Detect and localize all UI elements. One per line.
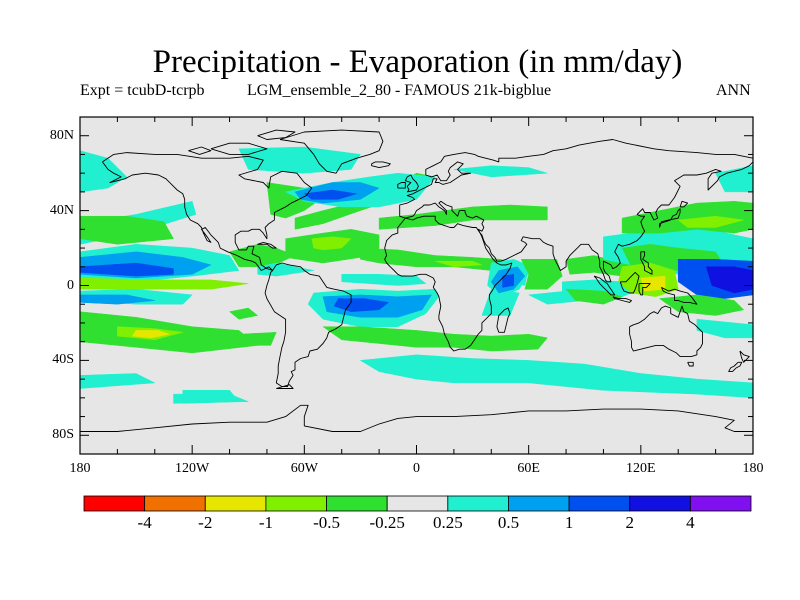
pe-region-42 xyxy=(502,274,514,288)
lon-label: 180 xyxy=(742,461,764,476)
colorbar-label: -0.25 xyxy=(369,513,405,532)
pe-region-2 xyxy=(80,215,174,245)
pe-region-32 xyxy=(322,326,548,352)
coastline-11 xyxy=(679,200,689,208)
colorbar-swatch-4 xyxy=(326,495,388,512)
coastline-17 xyxy=(629,305,703,358)
pe-region-6 xyxy=(80,277,249,290)
colorbar xyxy=(83,495,752,512)
coastline-22 xyxy=(80,404,753,432)
colorbar-label: 1 xyxy=(564,513,574,532)
colorbar-swatch-0 xyxy=(83,495,146,512)
coastline-14 xyxy=(619,271,640,294)
pe-region-36 xyxy=(182,390,240,404)
coastline-7 xyxy=(496,307,511,333)
colorbar-swatch-6 xyxy=(447,495,509,512)
coastline-6 xyxy=(384,215,513,352)
pe-region-14 xyxy=(238,146,361,174)
pe-region-33 xyxy=(238,332,277,346)
colorbar-label: -4 xyxy=(137,513,152,532)
lon-label: 180 xyxy=(69,461,91,476)
lon-label: 0 xyxy=(413,461,420,476)
coastline-1 xyxy=(264,262,352,388)
pe-region-43 xyxy=(520,259,563,290)
coastline-20 xyxy=(728,361,743,373)
colorbar-label: 0.25 xyxy=(432,513,463,532)
colorbar-label: -1 xyxy=(258,513,273,532)
pe-region-12 xyxy=(80,373,156,389)
lon-label: 120E xyxy=(626,461,656,476)
coastline-13 xyxy=(612,296,632,303)
lon-label: 60W xyxy=(290,461,318,476)
pe-region-31 xyxy=(333,298,389,312)
pe-region-57 xyxy=(696,318,753,339)
coastline-16 xyxy=(660,286,698,305)
coastline-21 xyxy=(640,251,653,275)
colorbar-swatch-8 xyxy=(568,495,631,512)
pe-region-23 xyxy=(311,236,352,251)
figure-title: Precipitation - Evaporation (in mm/day) xyxy=(152,44,683,80)
coastline-27 xyxy=(188,146,212,155)
coastline-0 xyxy=(102,152,313,271)
pe-region-49 xyxy=(715,165,753,193)
lat-label: 80S xyxy=(52,427,74,443)
coastline-8 xyxy=(404,174,419,193)
pe-region-25 xyxy=(257,262,314,277)
colorbar-swatch-3 xyxy=(265,495,327,512)
lat-label: 0 xyxy=(67,277,74,293)
coastline-15 xyxy=(638,283,651,296)
coastline-10 xyxy=(659,208,681,228)
pe-region-20 xyxy=(453,165,548,178)
pe-region-34 xyxy=(229,307,258,320)
coastline-26 xyxy=(257,129,296,140)
coastline-12 xyxy=(593,275,616,296)
colorbar-swatch-1 xyxy=(144,495,206,512)
axis-ticks xyxy=(79,117,754,454)
pe-region-35 xyxy=(360,354,753,399)
coastline-4 xyxy=(399,139,753,219)
pe-region-8 xyxy=(80,294,156,305)
coastline-25 xyxy=(210,142,268,155)
pe-region-55 xyxy=(565,288,623,305)
coastlines xyxy=(80,129,753,432)
pe-region-5 xyxy=(80,262,174,277)
pe-region-28 xyxy=(341,274,427,286)
coastline-24 xyxy=(257,241,277,249)
colorbar-label: -2 xyxy=(198,513,213,532)
coastline-3 xyxy=(371,161,391,169)
precip-evap-fields xyxy=(80,146,753,404)
colorbar-swatch-5 xyxy=(386,495,449,512)
colorbar-swatch-10 xyxy=(689,495,752,512)
colorbar-label: -0.5 xyxy=(313,513,340,532)
pe-region-52 xyxy=(706,266,753,294)
lat-label: 80N xyxy=(49,127,74,143)
coastline-9 xyxy=(397,182,406,189)
colorbar-swatch-2 xyxy=(204,495,267,512)
colorbar-label: 0.5 xyxy=(497,513,520,532)
lat-label: 40N xyxy=(49,202,74,218)
season-label: ANN xyxy=(716,82,751,99)
pe-region-11 xyxy=(132,330,170,339)
colorbar-label: 4 xyxy=(686,513,695,532)
pe-region-19 xyxy=(304,189,357,200)
coastline-18 xyxy=(687,361,694,367)
lat-label: 40S xyxy=(52,352,74,368)
run-label: LGM_ensemble_2_80 - FAMOUS 21k-bigblue xyxy=(247,82,552,99)
coastline-5 xyxy=(405,161,753,283)
pe-region-48 xyxy=(677,215,744,228)
coastline-2 xyxy=(279,129,384,174)
colorbar-swatch-7 xyxy=(508,495,570,512)
pe-region-27 xyxy=(434,260,483,268)
lon-label: 60E xyxy=(517,461,540,476)
coastline-23 xyxy=(276,384,294,389)
colorbar-label: 2 xyxy=(625,513,634,532)
colorbar-swatch-9 xyxy=(629,495,691,512)
experiment-label: Expt = tcubD-tcrpb xyxy=(80,82,205,99)
lon-label: 120W xyxy=(175,461,210,476)
